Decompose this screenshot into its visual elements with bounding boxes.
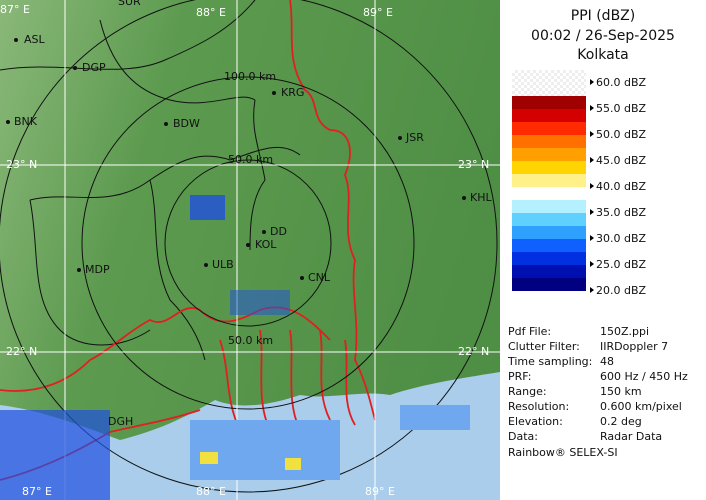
- place-label: DGH: [108, 415, 133, 428]
- place-label: KHL: [470, 191, 492, 204]
- place-label: DD: [270, 225, 287, 238]
- legend-label: 35.0 dBZ: [590, 206, 646, 219]
- info-value: 150Z.ppi: [600, 325, 650, 338]
- info-key: Data:: [508, 430, 538, 443]
- grid-label: 87° E: [0, 3, 30, 16]
- place-label: KOL: [255, 238, 277, 251]
- info-key: Clutter Filter:: [508, 340, 580, 353]
- range-label: 50.0 km: [228, 153, 273, 166]
- info-key: Range:: [508, 385, 547, 398]
- grid-label: 23° N: [458, 158, 489, 171]
- grid-label: 88° E: [196, 6, 226, 19]
- grid-label: 23° N: [6, 158, 37, 171]
- grid-label: 89° E: [363, 6, 393, 19]
- panel-title: PPI (dBZ): [570, 8, 636, 24]
- place-label: MDP: [85, 263, 110, 276]
- legend-label: 55.0 dBZ: [590, 102, 646, 115]
- place-label: ULB: [212, 258, 234, 271]
- info-value: 150 km: [600, 385, 642, 398]
- place-label: JSR: [405, 131, 424, 144]
- grid-label: 87° E: [22, 485, 52, 498]
- grid-label: 89° E: [365, 485, 395, 498]
- place-dots: [6, 38, 466, 280]
- legend-label: 40.0 dBZ: [590, 180, 646, 193]
- info-value: 48: [600, 355, 614, 368]
- info-key: Elevation:: [508, 415, 563, 428]
- info-value: 0.2 deg: [600, 415, 642, 428]
- info-key: PRF:: [508, 370, 532, 383]
- district-boundaries: [0, 0, 301, 361]
- footer: Rainbow® SELEX-SI: [508, 446, 618, 459]
- grid-label: 22° N: [458, 345, 489, 358]
- info-key: Pdf File:: [508, 325, 552, 338]
- info-value: 0.600 km/pixel: [600, 400, 682, 413]
- radar-map: 87° E 88° E 89° E 87° E 88° E 89° E 23° …: [0, 0, 500, 500]
- grid-label: 22° N: [6, 345, 37, 358]
- legend-label: 45.0 dBZ: [590, 154, 646, 167]
- legend-label: 25.0 dBZ: [590, 258, 646, 271]
- info-value: Radar Data: [600, 430, 663, 443]
- place-label: SUR: [118, 0, 141, 8]
- panel-time: 00:02 / 26-Sep-2025: [531, 28, 675, 44]
- info-value: 600 Hz / 450 Hz: [600, 370, 688, 383]
- legend-label: 20.0 dBZ: [590, 284, 646, 297]
- place-label: CNL: [308, 271, 331, 284]
- place-label: BNK: [14, 115, 38, 128]
- place-label: ASL: [24, 33, 46, 46]
- grid-label: 88° E: [196, 485, 226, 498]
- info-key: Time sampling:: [508, 355, 593, 368]
- place-label: BDW: [173, 117, 200, 130]
- info-key: Resolution:: [508, 400, 570, 413]
- legend-label: 30.0 dBZ: [590, 232, 646, 245]
- range-rings: [0, 0, 498, 493]
- info-value: IIRDoppler 7: [600, 340, 669, 353]
- legend-label: 50.0 dBZ: [590, 128, 646, 141]
- color-scale: [512, 70, 586, 292]
- range-label: 100.0 km: [224, 70, 276, 83]
- radar-echoes: [0, 195, 470, 500]
- place-label: DGP: [82, 61, 106, 74]
- range-label: 50.0 km: [228, 334, 273, 347]
- place-label: KRG: [281, 86, 304, 99]
- panel-station: Kolkata: [577, 47, 629, 63]
- legend-label: 60.0 dBZ: [590, 76, 646, 89]
